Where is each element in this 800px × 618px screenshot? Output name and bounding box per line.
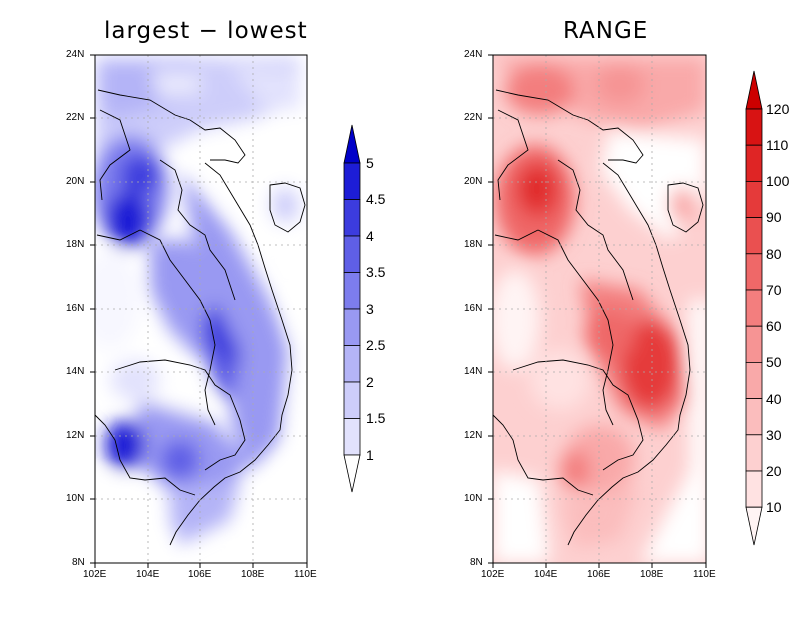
right-xtick-110e: 110E [693,569,716,580]
left-borders [94,89,306,546]
left-xtick-102e: 102E [83,569,107,580]
right-cb-label-40: 40 [766,391,782,407]
right-cb-label-90: 90 [766,209,782,225]
right-cb-label-70: 70 [766,282,782,298]
left-ytick-22n: 22N [66,112,85,123]
right-colorbar [745,70,763,546]
right-cb-label-50: 50 [766,354,782,370]
right-panel-title: RANGE [563,18,649,44]
right-ytick-24n: 24N [464,49,483,60]
left-xtick-110e: 110E [294,569,317,580]
left-xtick-104e: 104E [136,569,160,580]
left-cb-label-3-5: 3.5 [366,264,386,280]
right-ytick-16n: 16N [464,303,483,314]
left-ytick-20n: 20N [66,176,85,187]
left-cb-label-5: 5 [366,155,374,171]
right-ytick-8n: 8N [470,557,483,568]
left-cb-label-3: 3 [366,301,374,317]
left-ytick-24n: 24N [66,49,85,60]
right-cb-label-120: 120 [766,101,790,117]
left-colorbar [343,124,361,493]
right-cb-label-80: 80 [766,246,782,262]
left-cb-label-4-5: 4.5 [366,191,386,207]
left-xtick-108e: 108E [241,569,265,580]
left-cb-label-2: 2 [366,374,374,390]
left-cb-label-4: 4 [366,228,374,244]
left-xtick-106e: 106E [188,569,212,580]
left-cb-label-1-5: 1.5 [366,410,386,426]
right-xtick-102e: 102E [481,569,505,580]
right-ytick-20n: 20N [464,176,483,187]
right-cb-label-110: 110 [766,137,789,153]
right-xtick-108e: 108E [640,569,664,580]
left-ytick-12n: 12N [66,430,85,441]
right-ytick-14n: 14N [464,366,483,377]
left-ytick-8n: 8N [72,557,85,568]
right-ytick-10n: 10N [464,493,483,504]
left-cb-label-1: 1 [366,447,374,463]
left-ytick-10n: 10N [66,493,85,504]
right-xtick-104e: 104E [534,569,558,580]
right-xtick-106e: 106E [587,569,611,580]
right-cb-label-30: 30 [766,427,782,443]
left-gridlines [95,55,307,563]
left-panel-title: largest − lowest [104,18,308,44]
right-ticks [488,54,707,568]
left-ytick-18n: 18N [66,239,85,250]
left-contour-field [95,58,307,563]
right-cb-label-100: 100 [766,173,790,189]
right-cb-label-20: 20 [766,463,782,479]
right-cb-label-60: 60 [766,318,782,334]
left-ytick-16n: 16N [66,303,85,314]
right-contour-field [493,58,706,563]
right-ytick-22n: 22N [464,112,483,123]
left-map [90,54,308,568]
left-ytick-14n: 14N [66,366,85,377]
right-ytick-12n: 12N [464,430,483,441]
left-ticks [90,54,308,568]
right-cb-label-10: 10 [766,499,782,515]
right-map [488,54,707,568]
left-cb-label-2-5: 2.5 [366,337,386,353]
right-ytick-18n: 18N [464,239,483,250]
right-gridlines [493,55,706,563]
